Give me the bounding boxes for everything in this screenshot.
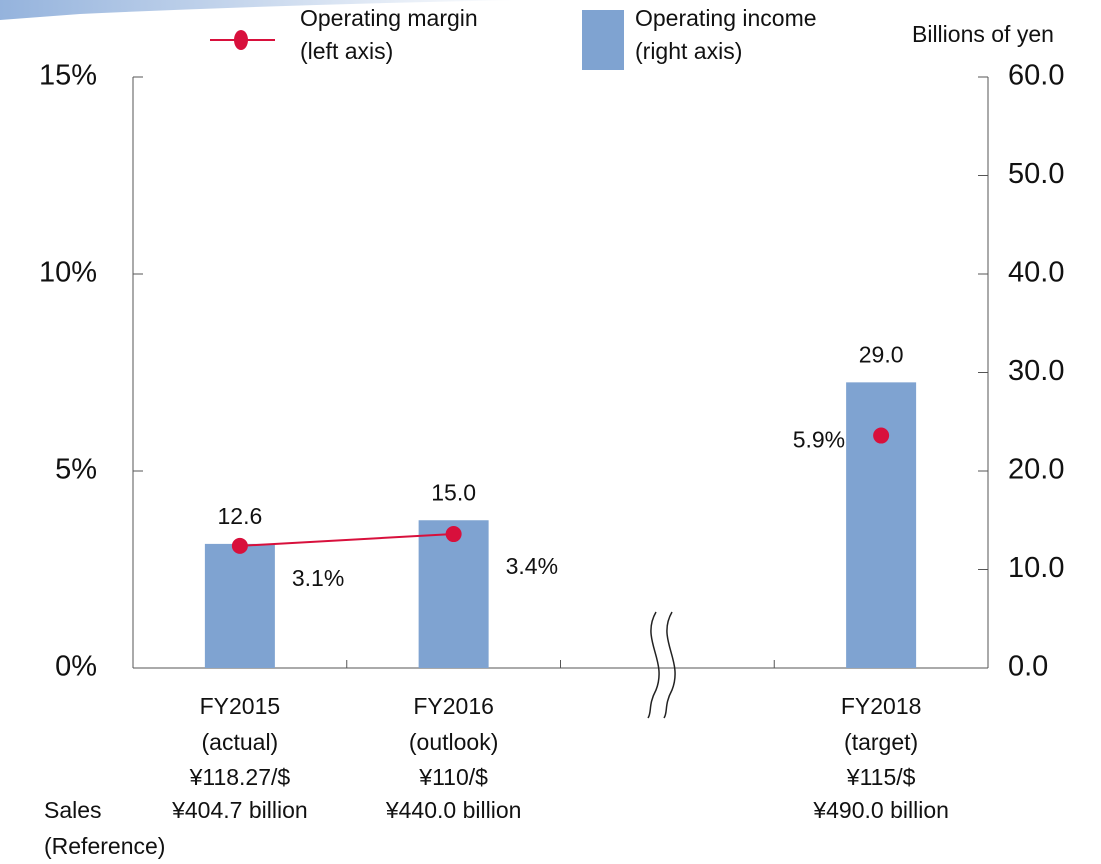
x-tick-label: FY2018 [841,693,922,719]
line-marker [445,526,462,543]
y2-tick-label: 20.0 [1008,454,1064,486]
line-marker [873,427,890,444]
bar [846,382,917,668]
line-value-label: 5.9% [793,427,845,453]
exchange-rate: ¥110/$ [418,764,488,790]
y-tick-label: 15% [39,60,97,92]
bar [204,543,275,668]
sales-value: ¥440.0 billion [385,797,522,823]
y2-tick-label: 40.0 [1008,257,1064,289]
x-tick-label: FY2015 [200,693,281,719]
y-tick-label: 10% [39,257,97,289]
legend-note: (left axis) [300,38,393,64]
line-value-label: 3.4% [506,553,558,579]
legend-label: Operating income [635,5,817,31]
y2-tick-label: 30.0 [1008,355,1064,387]
y2-unit: Billions of yen [912,21,1054,47]
sales-value: ¥404.7 billion [171,797,308,823]
bar-value-label: 29.0 [859,341,904,367]
y2-tick-label: 60.0 [1008,60,1064,92]
x-tick-label: FY2016 [413,693,494,719]
legend-marker [234,30,248,50]
sales-value: ¥490.0 billion [812,797,949,823]
sales-label: (Reference) [44,833,165,859]
sales-label: Sales [44,797,102,823]
y-tick-label: 5% [55,454,97,486]
y2-tick-label: 0.0 [1008,651,1048,683]
legend-note: (right axis) [635,38,742,64]
exchange-rate: ¥115/$ [846,764,916,790]
line-value-label: 3.1% [292,565,344,591]
legend-label: Operating margin [300,5,478,31]
line [239,533,454,547]
category-note: (actual) [202,729,279,755]
exchange-rate: ¥118.27/$ [189,764,291,790]
bar-value-label: 12.6 [217,503,262,529]
decoration [0,0,520,20]
y2-tick-label: 50.0 [1008,158,1064,190]
bar-value-label: 15.0 [431,479,476,505]
legend-swatch [582,10,624,70]
category-note: (outlook) [409,729,498,755]
y2-tick-label: 10.0 [1008,552,1064,584]
category-note: (target) [844,729,918,755]
y-tick-label: 0% [55,651,97,683]
axis-break [647,611,676,719]
line-marker [231,537,248,554]
bar [418,520,489,668]
